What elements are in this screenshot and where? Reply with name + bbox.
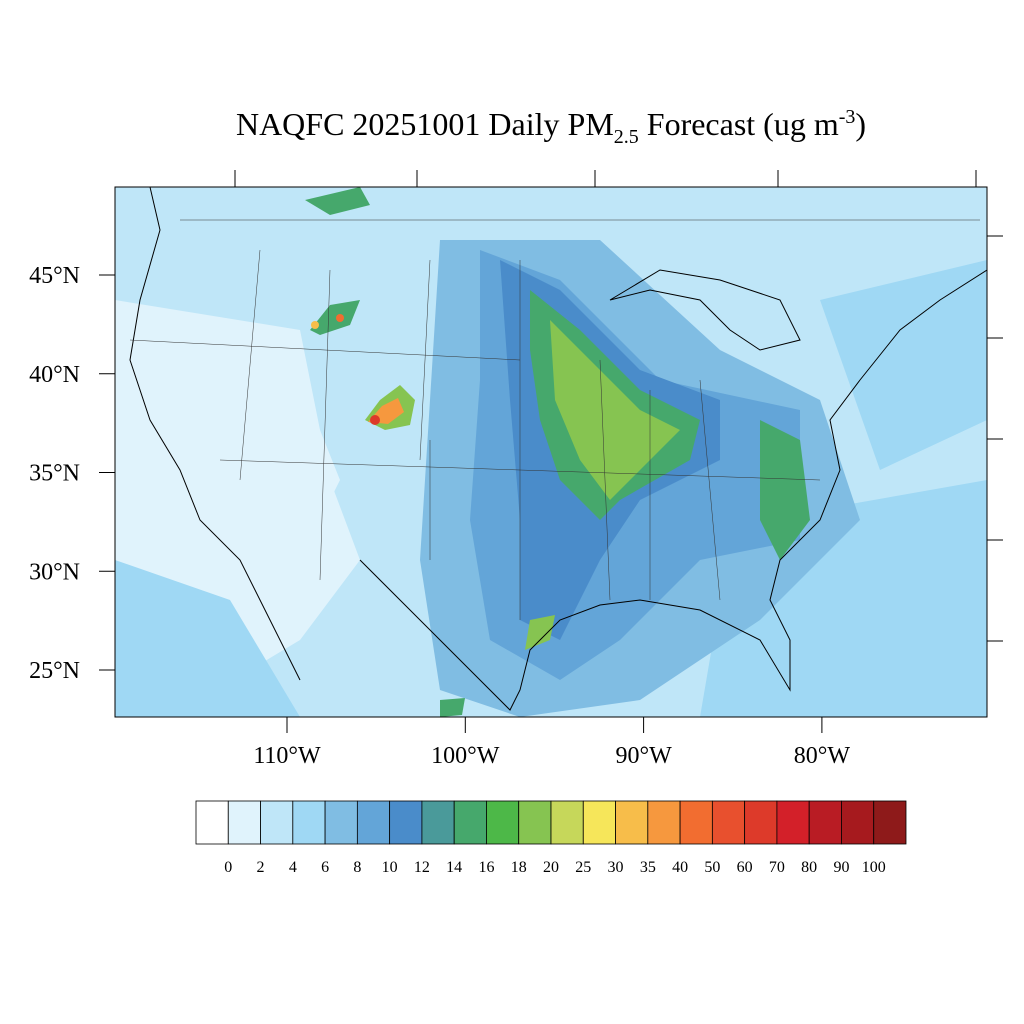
lon-label: 90°W [615, 743, 672, 769]
colorbar-box [486, 800, 520, 845]
colorbar-box [550, 800, 584, 845]
colorbar-label: 60 [737, 859, 753, 876]
colorbar-box [776, 800, 810, 845]
title-part: 2.5 [614, 126, 639, 148]
lat-label: 45°N [29, 263, 80, 289]
colorbar-label: 25 [575, 859, 591, 876]
lon-label: 110°W [253, 743, 321, 769]
colorbar-label: 70 [769, 859, 785, 876]
colorbar-box [421, 800, 455, 845]
colorbar-label: 90 [833, 859, 849, 876]
colorbar-box [615, 800, 649, 845]
lat-label: 40°N [29, 362, 80, 388]
title-part: NAQFC 20251001 Daily PM [236, 106, 614, 142]
colorbar-box [711, 800, 746, 845]
colorbar-box [582, 800, 616, 845]
colorbar-box [389, 800, 423, 845]
colorbar-box [324, 800, 358, 845]
colorbar-label: 16 [478, 859, 494, 876]
colorbar-label: 2 [257, 859, 265, 876]
colorbar-box [453, 800, 487, 845]
colorbar-box [808, 800, 842, 845]
title-part: -3 [839, 106, 856, 128]
colorbar-label: 100 [862, 859, 886, 876]
colorbar-label: 8 [353, 859, 361, 876]
lat-label: 25°N [29, 658, 80, 684]
colorbar-label: 10 [382, 859, 398, 876]
colorbar-box [227, 800, 261, 845]
frame-ticks [234, 170, 1003, 642]
colorbar-box [292, 800, 326, 845]
colorbar-label: 80 [801, 859, 817, 876]
colorbar-box [679, 800, 713, 845]
title: NAQFC 20251001 Daily PM2.5 Forecast (ug … [236, 106, 866, 148]
colorbar-box [647, 800, 681, 845]
title-part: Forecast (ug m [639, 106, 839, 142]
colorbar-label: 4 [289, 859, 297, 876]
colorbar-label: 40 [672, 859, 688, 876]
colorbar-box [841, 800, 875, 845]
colorbar-label: 35 [640, 859, 656, 876]
colorbar-label: 14 [446, 859, 462, 876]
lat-label: 30°N [29, 559, 80, 585]
colorbar-box [260, 800, 294, 845]
colorbar-box [744, 800, 778, 845]
colorbar-box [195, 800, 229, 845]
lon-label: 80°W [794, 743, 851, 769]
lon-label: 100°W [431, 743, 500, 769]
colorbar-label: 18 [511, 859, 527, 876]
colorbar-label: 50 [704, 859, 720, 876]
colorbar-box [518, 800, 552, 845]
map [115, 187, 987, 717]
colorbar-box [356, 800, 391, 845]
colorbar-label: 30 [608, 859, 624, 876]
map-frame [114, 186, 988, 718]
colorbar-label: 12 [414, 859, 430, 876]
colorbar-label: 6 [321, 859, 329, 876]
colorbar-label: 0 [224, 859, 232, 876]
title-part: ) [855, 106, 866, 142]
lat-label: 35°N [29, 461, 80, 487]
colorbar-label: 20 [543, 859, 559, 876]
colorbar-box [873, 800, 907, 845]
